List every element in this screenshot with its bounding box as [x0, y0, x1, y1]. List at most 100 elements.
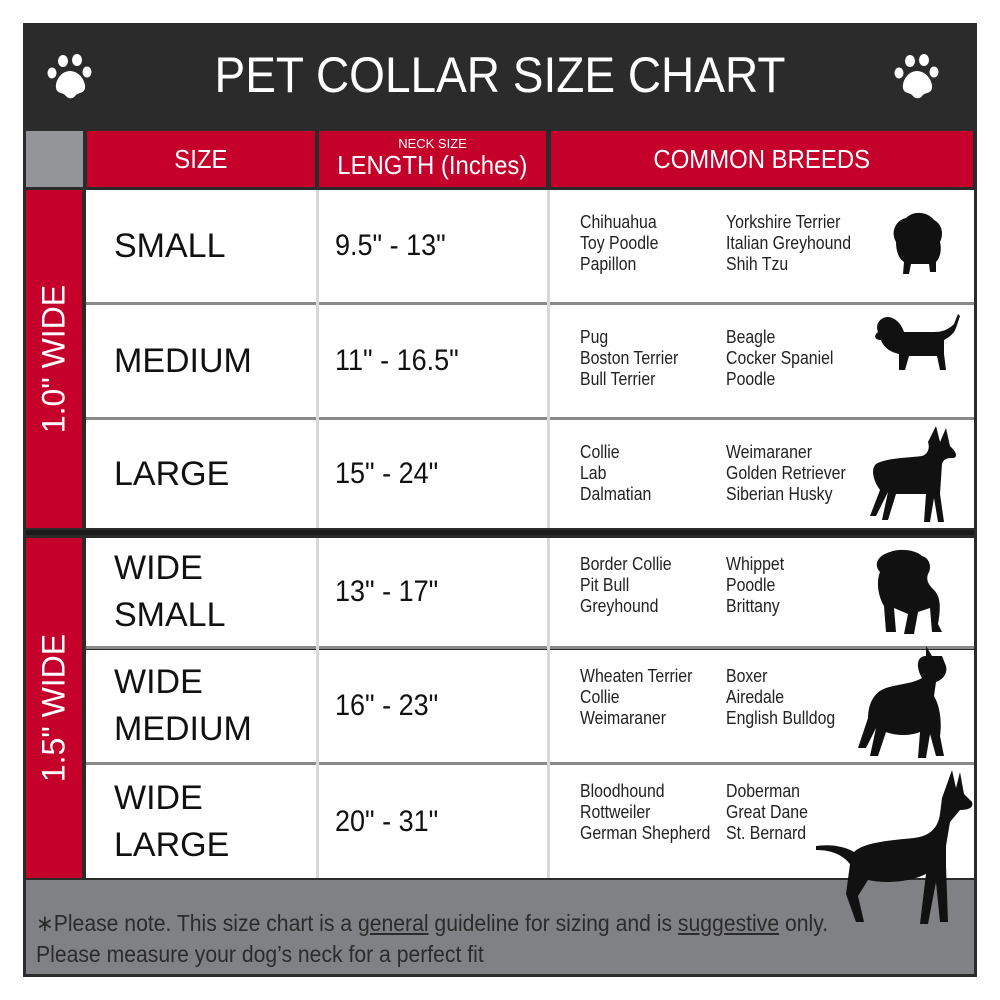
breed-name: Doberman [726, 781, 800, 801]
group-label-text: 1.5" WIDE [35, 633, 72, 783]
length-value: 15" - 24" [335, 457, 439, 490]
breed-name: Airedale [726, 687, 785, 707]
size-label: LARGE [114, 825, 230, 864]
breed-name: Weimaraner [726, 442, 812, 462]
breed-list: Chihuahua Toy Poodle Papillon [580, 212, 669, 275]
breed-name: Pug [580, 327, 609, 347]
breed-name: Italian Greyhound [726, 233, 852, 253]
breed-name: St. Bernard [726, 823, 807, 843]
breed-name: Siberian Husky [726, 484, 833, 504]
length-value: 16" - 23" [335, 689, 439, 722]
size-cell: LARGE [86, 420, 316, 528]
breed-name: Rottweiler [580, 802, 651, 822]
header-length-label: LENGTH (Inches) [337, 150, 528, 180]
breed-name: Collie [580, 687, 620, 707]
breed-list: Border Collie Pit Bull Greyhound [580, 554, 684, 617]
size-label: WIDE [114, 778, 203, 817]
header-size-label: SIZE [174, 143, 228, 174]
bulldog-silhouette-icon [876, 549, 942, 634]
breed-list: Collie Lab Dalmatian [580, 442, 661, 505]
breed-name: Toy Poodle [580, 233, 659, 253]
size-label: SMALL [114, 596, 226, 634]
breed-name: Great Dane [726, 802, 808, 822]
header-breeds: COMMON BREEDS [551, 131, 973, 187]
breed-name: English Bulldog [726, 708, 836, 728]
pitbull-silhouette-icon [858, 646, 947, 758]
row-divider [86, 646, 974, 649]
chart-title: PET COLLAR SIZE CHART [214, 47, 786, 103]
beagle-silhouette-icon [875, 314, 960, 370]
breed-name: Wheaten Terrier [580, 666, 693, 686]
breed-name: Brittany [726, 596, 780, 616]
group-divider [26, 530, 974, 535]
size-label: WIDE [114, 663, 203, 701]
length-cell: 13" - 17" [319, 538, 547, 646]
breed-name: Beagle [726, 327, 776, 347]
size-label: LARGE [114, 454, 230, 493]
breed-name: Weimaraner [580, 708, 666, 728]
header-breeds-label: COMMON BREEDS [653, 143, 871, 174]
breed-name: Greyhound [580, 596, 659, 616]
column-divider [547, 190, 550, 528]
breed-name: Lab [580, 463, 607, 483]
footer-line-1: ∗Please note. This size chart is a gener… [36, 910, 829, 936]
breed-name: Bull Terrier [580, 369, 656, 389]
size-cell: WIDE MEDIUM [86, 650, 316, 762]
size-label: SMALL [114, 226, 226, 265]
breed-list: Pug Boston Terrier Bull Terrier [580, 327, 692, 390]
breed-name: Cocker Spaniel [726, 348, 834, 368]
breed-list: Weimaraner Golden Retriever Siberian Husky [726, 442, 862, 505]
group-label-1-5-wide: 1.5" WIDE [26, 538, 82, 878]
row-divider [86, 302, 974, 305]
header-length: NECK SIZE LENGTH (Inches) [319, 131, 546, 187]
group-label-1-wide: 1.0" WIDE [26, 190, 82, 528]
size-cell: WIDE LARGE [86, 765, 316, 878]
size-cell: MEDIUM [86, 305, 316, 417]
breed-list: Wheaten Terrier Collie Weimaraner [580, 666, 708, 729]
breed-name: Boxer [726, 666, 768, 686]
breed-name: Border Collie [580, 554, 672, 574]
breed-name: German Shepherd [580, 823, 711, 843]
length-value: 13" - 17" [335, 575, 439, 608]
length-value: 9.5" - 13" [335, 229, 446, 262]
breed-name: Golden Retriever [726, 463, 846, 483]
husky-silhouette-icon [870, 426, 957, 522]
breed-name: Chihuahua [580, 212, 657, 232]
footer-line-2: Please measure your dog’s neck for a per… [36, 941, 484, 967]
breed-name: Poodle [726, 369, 776, 389]
size-label: MEDIUM [114, 341, 252, 380]
doberman-silhouette-icon [816, 770, 973, 924]
length-value: 11" - 16.5" [335, 344, 459, 377]
size-cell: WIDE SMALL [86, 538, 316, 646]
breed-list: Doberman Great Dane St. Bernard [726, 781, 819, 844]
header-corner [26, 131, 83, 187]
column-divider [547, 538, 550, 878]
paw-print-icon [894, 54, 939, 99]
breed-name: Yorkshire Terrier [726, 212, 841, 232]
footer-note [26, 880, 974, 974]
length-value: 20" - 31" [335, 804, 439, 838]
group-label-text: 1.0" WIDE [35, 284, 72, 434]
row-divider [86, 417, 974, 420]
length-cell: 15" - 24" [319, 420, 547, 528]
breed-name: Papillon [580, 254, 637, 274]
column-divider [316, 538, 319, 878]
header-size: SIZE [87, 131, 315, 187]
paw-print-icon [47, 54, 92, 99]
row-divider [86, 762, 974, 765]
breed-name: Collie [580, 442, 620, 462]
breed-list: Beagle Cocker Spaniel Poodle [726, 327, 848, 390]
length-cell: 16" - 23" [319, 650, 547, 762]
length-cell: 20" - 31" [319, 765, 547, 878]
size-label: WIDE [114, 549, 203, 587]
column-divider [316, 190, 319, 528]
breed-name: Dalmatian [580, 484, 652, 504]
size-label: MEDIUM [114, 710, 252, 748]
breed-list: Yorkshire Terrier Italian Greyhound Shih T… [726, 212, 868, 275]
breed-name: Boston Terrier [580, 348, 679, 368]
breed-list: Bloodhound Rottweiler German Shepherd [580, 781, 728, 844]
breed-name: Whippet [726, 554, 785, 574]
breed-name: Poodle [726, 575, 776, 595]
breed-list: Whippet Poodle Brittany [726, 554, 792, 617]
breed-name: Shih Tzu [726, 254, 789, 274]
